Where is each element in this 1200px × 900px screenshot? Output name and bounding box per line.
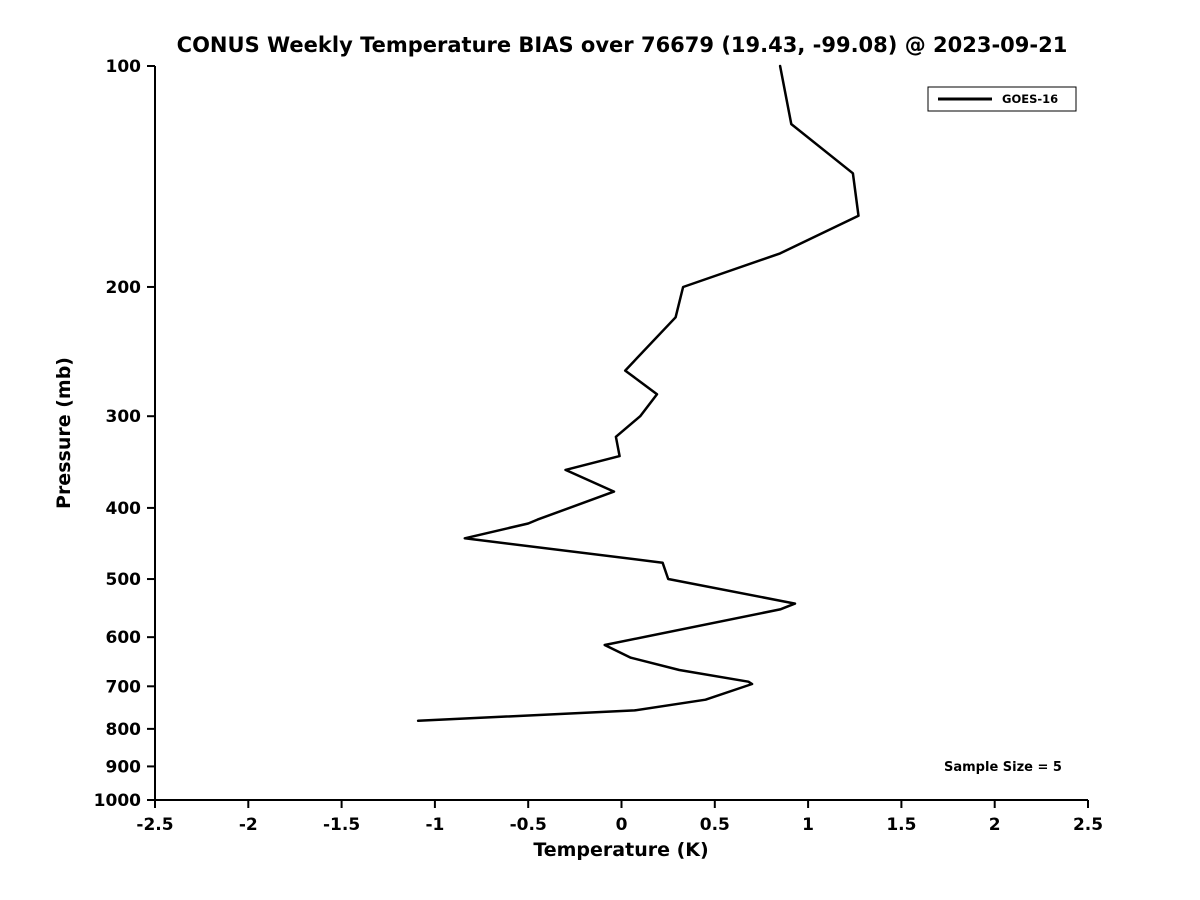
x-tick-label: 1	[802, 815, 814, 835]
sample-size-annotation: Sample Size = 5	[944, 760, 1062, 775]
x-tick-label: 1.5	[886, 815, 916, 835]
y-tick-label: 500	[106, 570, 142, 590]
legend: GOES-16	[927, 86, 1077, 112]
x-tick-label: 2	[989, 815, 1001, 835]
y-tick-label: 900	[106, 757, 142, 777]
legend-entry-goes16: GOES-16	[1002, 92, 1058, 106]
x-tick-label: -1.5	[323, 815, 360, 835]
x-tick-label: -1	[425, 815, 444, 835]
x-tick-label: -2.5	[136, 815, 173, 835]
chart-title: CONUS Weekly Temperature BIAS over 76679…	[177, 33, 1068, 57]
x-tick-label: 2.5	[1073, 815, 1103, 835]
y-tick-label: 400	[106, 499, 142, 519]
y-tick-label: 800	[106, 720, 142, 740]
y-tick-label: 100	[106, 57, 142, 77]
y-tick-label: 200	[106, 278, 142, 298]
y-tick-label: 1000	[94, 791, 141, 811]
x-tick-label: 0.5	[700, 815, 730, 835]
goes16-line	[416, 64, 860, 723]
x-tick-label: -0.5	[510, 815, 547, 835]
series-goes-16	[416, 64, 860, 723]
y-tick-label: 300	[106, 407, 142, 427]
x-axis-ticks: -2.5 -2 -1.5 -1 -0.5 0 0.5 1 1.5 2 2.5	[136, 800, 1103, 835]
x-tick-label: -2	[239, 815, 258, 835]
y-axis-label: Pressure (mb)	[53, 357, 75, 509]
y-tick-label: 600	[106, 628, 142, 648]
x-axis-label: Temperature (K)	[533, 839, 708, 861]
y-axis-ticks: 100 200 300 400 500 600 700 800 900 1000	[94, 57, 155, 811]
x-tick-label: 0	[616, 815, 628, 835]
y-tick-label: 700	[106, 677, 142, 697]
